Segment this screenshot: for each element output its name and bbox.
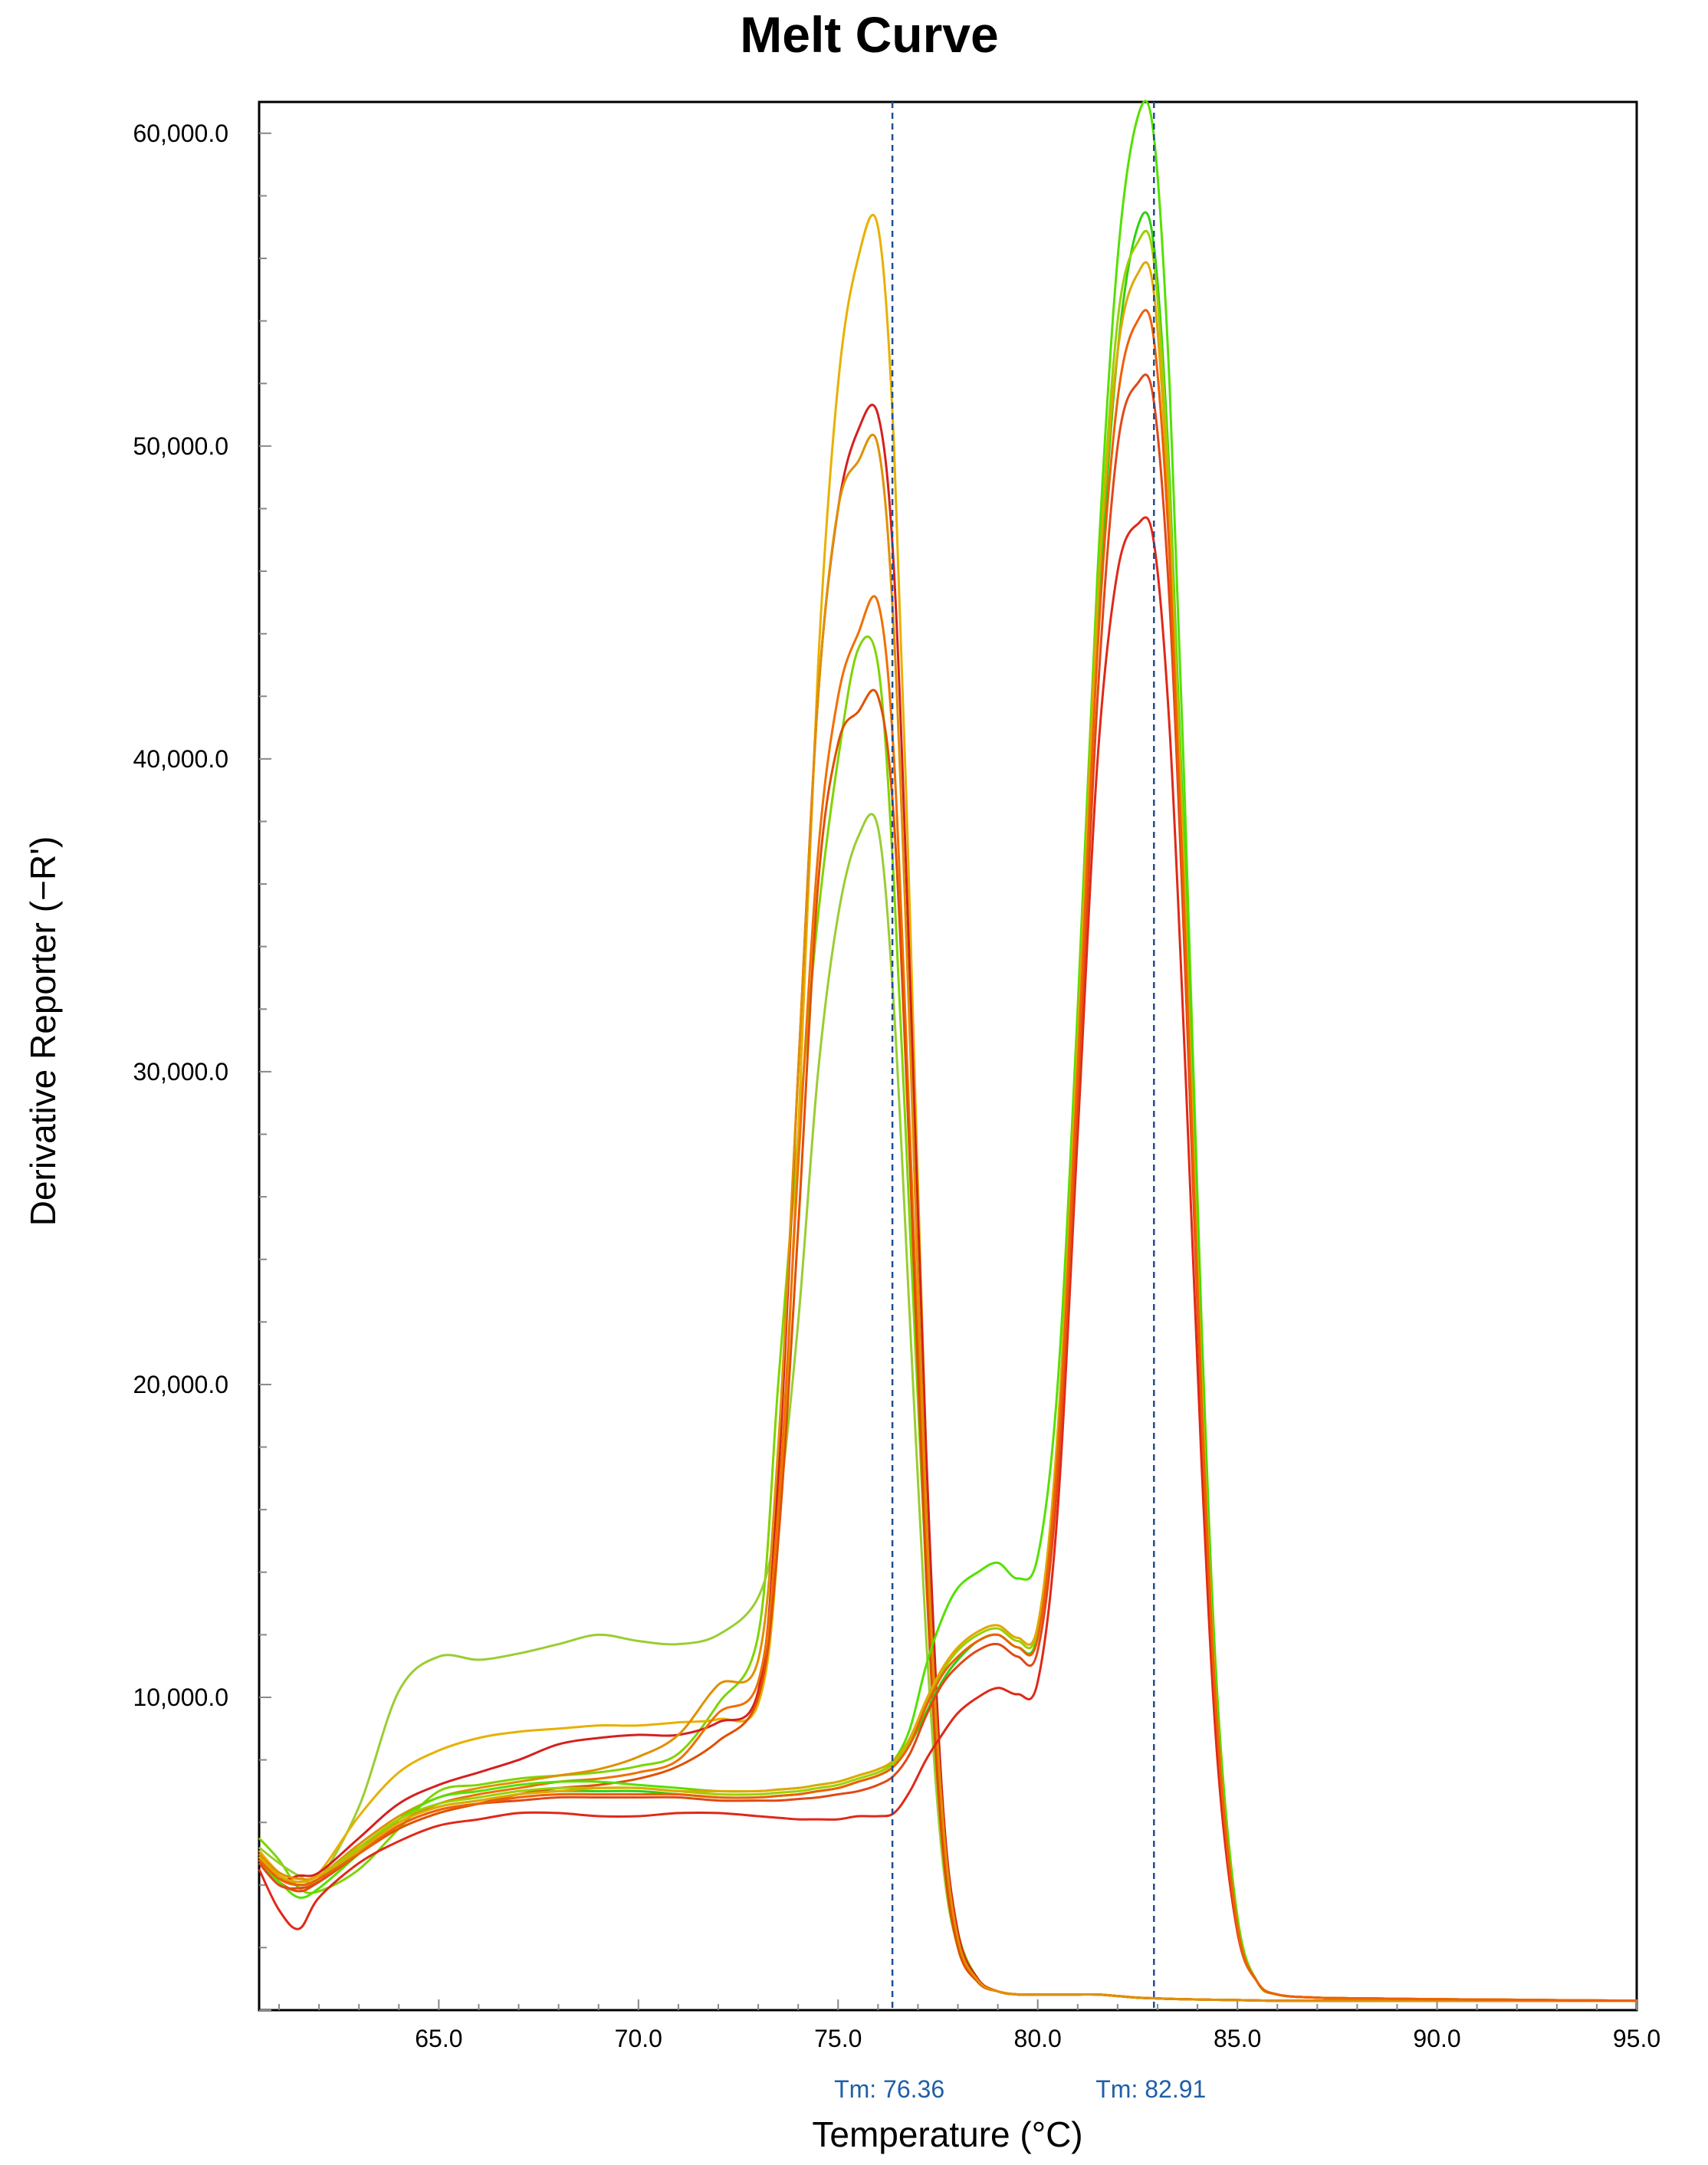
y-axis: 10,000.0 20,000.0 30,000.0 40,000.0 50,000.0…	[133, 120, 271, 2011]
tm-label: Tm: 76.36	[834, 2075, 944, 2103]
y-tick-label: 20,000.0	[133, 1371, 228, 1398]
series-line-7	[258, 433, 1637, 2002]
series-line-11	[258, 516, 1637, 2002]
plot-area	[258, 100, 1638, 2012]
y-tick-label: 30,000.0	[133, 1058, 228, 1086]
y-tick-label: 10,000.0	[133, 1684, 228, 1711]
y-tick-label: 60,000.0	[133, 120, 228, 147]
y-axis-label: Derivative Reporter (−R')	[23, 836, 63, 1227]
series-layer	[258, 100, 1637, 2002]
series-line-14	[258, 309, 1637, 2002]
x-tick-label: 90.0	[1413, 2025, 1460, 2052]
x-axis: 65.0 70.0 75.0 80.0 85.0 90.0 95.0	[278, 1999, 1660, 2052]
x-axis-label: Temperature (°C)	[812, 2114, 1082, 2154]
y-tick-label: 40,000.0	[133, 745, 228, 773]
chart-title: Melt Curve	[740, 6, 998, 63]
x-tick-label: 65.0	[415, 2025, 462, 2052]
tm-markers: Tm: 76.36 Tm: 82.91	[834, 102, 1206, 2103]
y-tick-label: 50,000.0	[133, 432, 228, 460]
x-tick-label: 75.0	[814, 2025, 862, 2052]
tm-label: Tm: 82.91	[1095, 2075, 1206, 2103]
x-tick-label: 95.0	[1613, 2025, 1660, 2052]
x-tick-label: 80.0	[1014, 2025, 1062, 2052]
x-tick-label: 85.0	[1214, 2025, 1261, 2052]
x-tick-label: 70.0	[615, 2025, 662, 2052]
